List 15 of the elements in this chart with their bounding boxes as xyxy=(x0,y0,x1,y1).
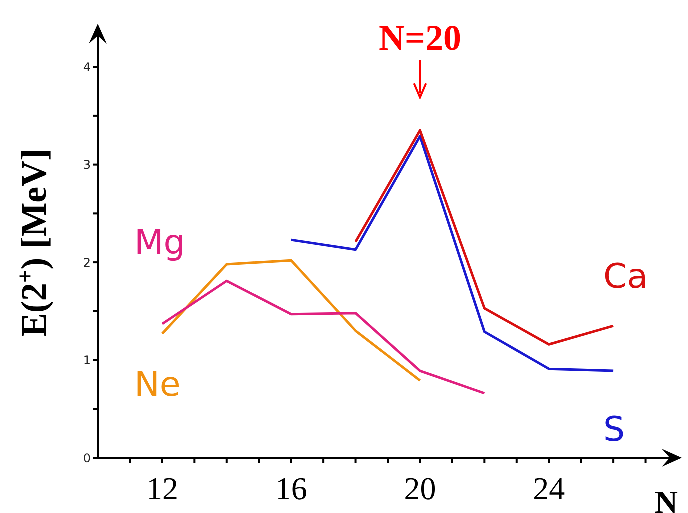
x-tick-label: 12 xyxy=(146,470,178,507)
series-label: Mg xyxy=(134,223,186,264)
series-label: Ca xyxy=(604,257,648,298)
x-tick-label: 16 xyxy=(275,470,308,507)
x-tick-label: 20 xyxy=(404,470,436,507)
y-tick-label: 2 xyxy=(83,256,91,270)
series-label: S xyxy=(604,410,626,450)
y-tick-label: 1 xyxy=(83,354,91,368)
x-tick-label: 24 xyxy=(533,470,566,507)
y-tick-label: 4 xyxy=(83,60,91,74)
y-tick-label: 3 xyxy=(83,158,91,172)
x-axis-title: N xyxy=(654,484,678,513)
series-label: Ne xyxy=(134,364,181,405)
annotation: N=20 xyxy=(378,18,462,58)
y-tick-label: 0 xyxy=(83,451,91,466)
